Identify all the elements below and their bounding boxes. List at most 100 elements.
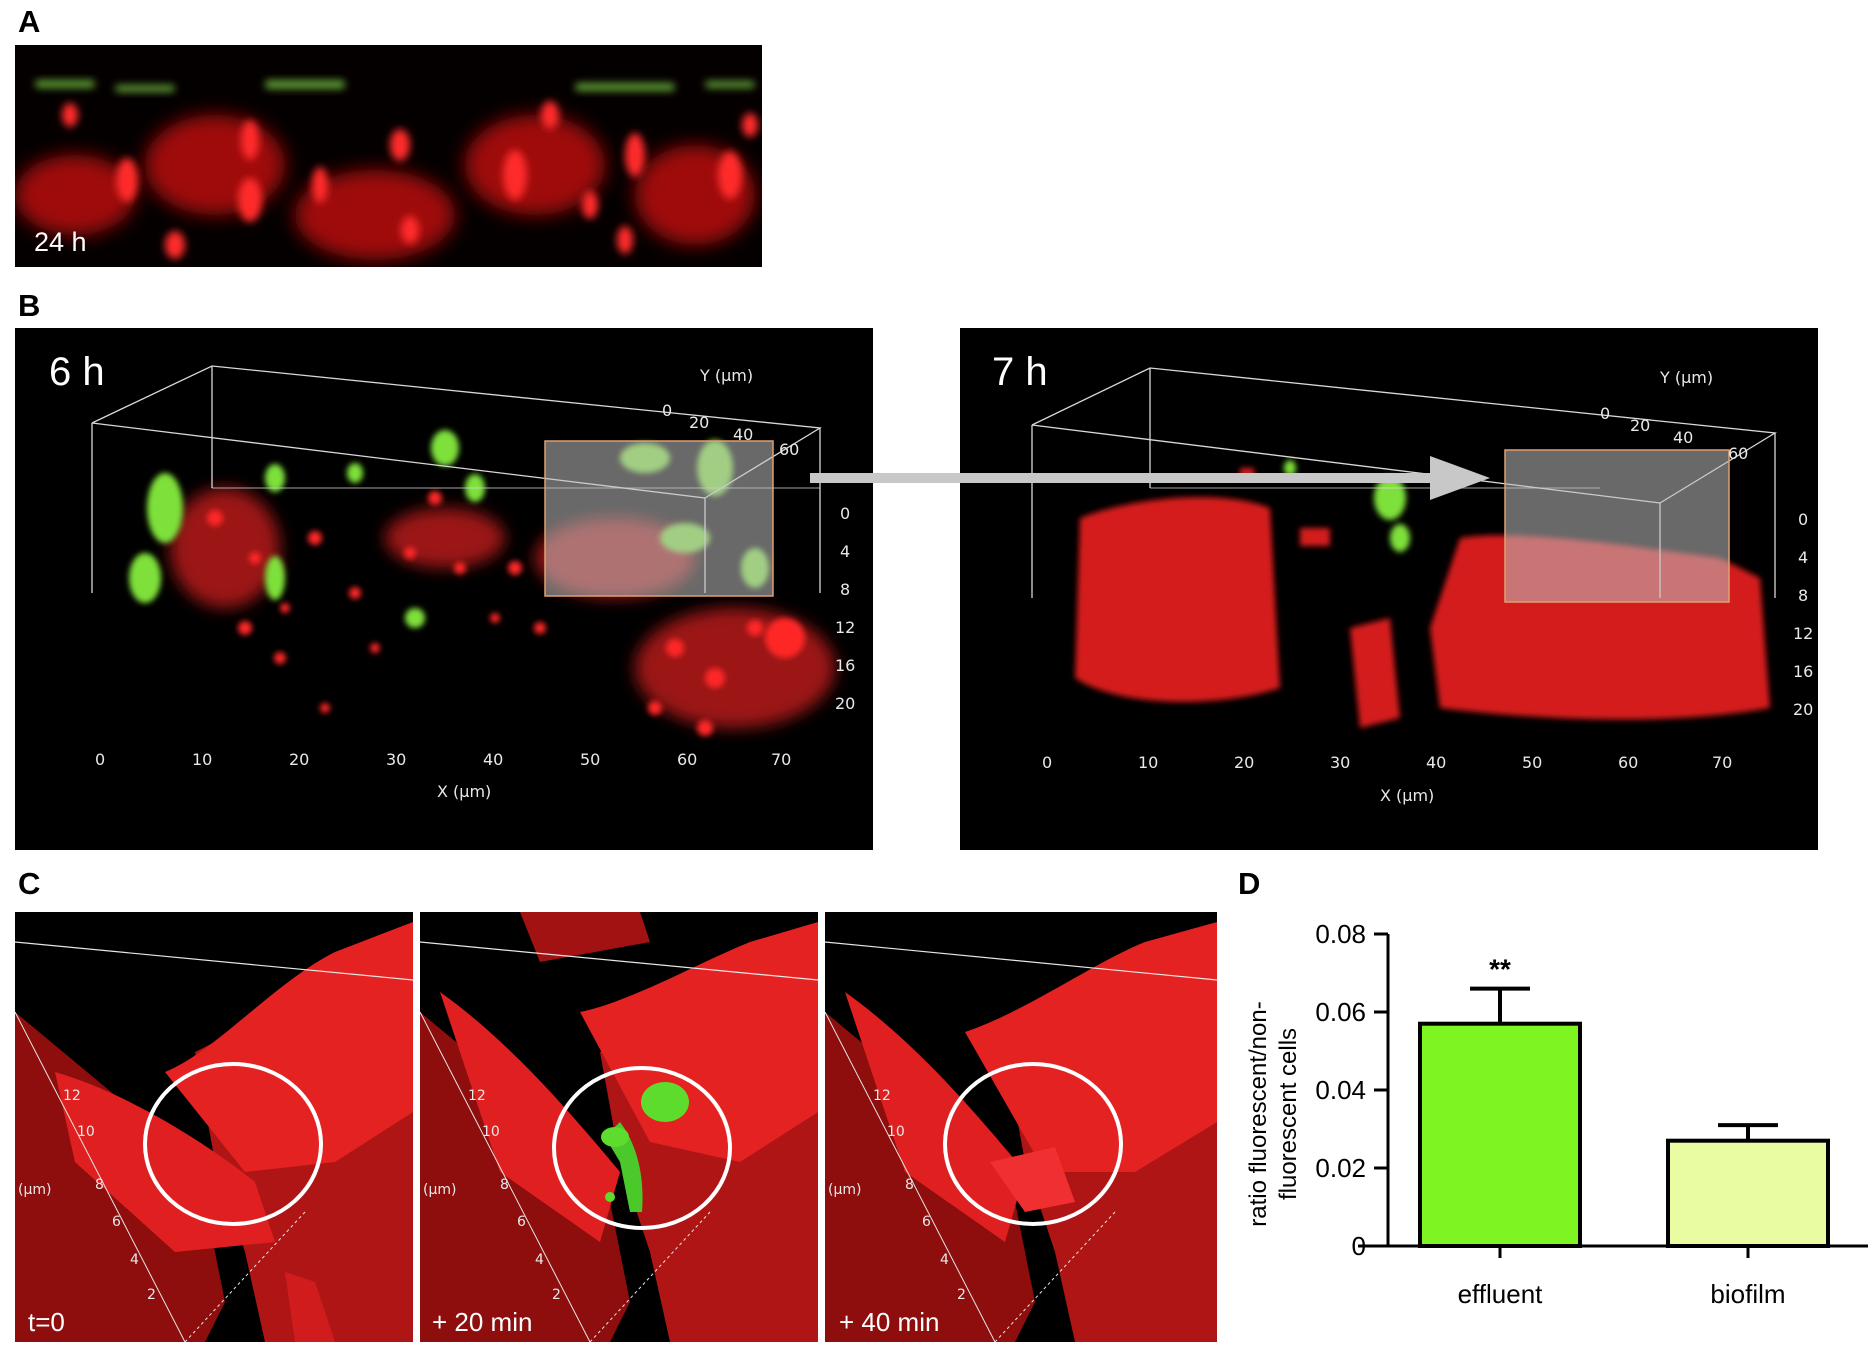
y-tick-label: 0.06 — [1315, 997, 1366, 1027]
x-tick: 0 — [1042, 753, 1053, 772]
axis-tick: 12 — [468, 1088, 486, 1104]
panel-c-axis-unit: (µm) — [18, 1182, 52, 1198]
panel-c-frame-3-time: + 40 min — [839, 1307, 940, 1337]
significance-marker: ** — [1489, 954, 1511, 985]
y-axis-title-line-2: fluorescent cells — [1275, 1028, 1302, 1200]
x-tick: 30 — [386, 750, 407, 769]
bars: ** — [1418, 954, 1830, 1249]
x-tick: 40 — [1426, 753, 1447, 772]
axes: 0 0.02 0.04 0.06 0.08 effluent biofilm — [1315, 919, 1868, 1309]
axis-tick: 8 — [500, 1177, 509, 1193]
panel-b-left-render — [91, 365, 835, 736]
axis-tick: 4 — [535, 1252, 544, 1268]
axis-tick: 2 — [957, 1287, 966, 1303]
x-tick: 60 — [677, 750, 698, 769]
panel-c-axis-unit: (µm) — [828, 1182, 862, 1198]
panel-b-right-time-label: 7 h — [992, 350, 1048, 394]
panel-d-label: D — [1238, 866, 1261, 901]
panel-b-label: B — [18, 288, 41, 323]
z-tick: 12 — [1793, 624, 1814, 643]
panel-b-right-image: 7 h Y (µm) X (µm) 0 10 20 30 40 50 60 70… — [960, 328, 1818, 850]
axis-tick: 4 — [940, 1252, 949, 1268]
y-tick-label: 0.04 — [1315, 1075, 1366, 1105]
x-tick: 50 — [1522, 753, 1543, 772]
y-tick: 0 — [1600, 404, 1611, 423]
panel-c-frame-2-time: + 20 min — [432, 1307, 533, 1337]
panel-a-image: 24 h — [15, 45, 762, 267]
panel-c-frame-3: + 40 min (µm) 12 10 8 6 4 2 — [825, 912, 1217, 1342]
axis-tick: 10 — [482, 1124, 500, 1140]
axis-tick: 12 — [873, 1088, 891, 1104]
y-tick-label: 0.02 — [1315, 1153, 1366, 1183]
x-tick: 20 — [289, 750, 310, 769]
x-tick: 0 — [95, 750, 106, 769]
panel-c-frame-1-time: t=0 — [28, 1307, 65, 1337]
y-tick: 0 — [662, 401, 673, 420]
z-tick: 0 — [1798, 510, 1809, 529]
axis-tick: 6 — [517, 1214, 526, 1230]
x-tick: 10 — [192, 750, 213, 769]
panel-b-left-x-axis-title: X (µm) — [437, 782, 492, 801]
panel-c-axis-unit: (µm) — [423, 1182, 457, 1198]
panel-d-bar-chart: ratio fluorescent/non- fluorescent cells… — [1245, 919, 1868, 1309]
axis-tick: 8 — [95, 1177, 104, 1193]
panel-b-left-time-label: 6 h — [49, 350, 105, 394]
panel-c-frame-3-render — [825, 922, 1217, 1342]
x-tick: 70 — [1712, 753, 1733, 772]
z-tick: 0 — [840, 504, 851, 523]
panel-b-left-y-axis-title: Y (µm) — [700, 366, 754, 385]
z-tick: 20 — [835, 694, 856, 713]
panel-c-frame-2-render — [420, 912, 818, 1342]
x-tick-label-effluent: effluent — [1458, 1279, 1544, 1309]
y-tick-label: 0.08 — [1315, 919, 1366, 949]
panel-b-right-y-axis-title: Y (µm) — [1660, 368, 1714, 387]
panel-a-micrograph — [15, 45, 762, 267]
z-tick: 20 — [1793, 700, 1814, 719]
y-tick: 40 — [1673, 428, 1694, 447]
panel-b-transition-arrow — [810, 456, 1490, 500]
panel-b-left-image: 6 h Y (µm) X (µm) 0 10 20 30 40 50 60 70… — [15, 328, 873, 850]
y-axis-title-line-1: ratio fluorescent/non- — [1245, 1001, 1272, 1226]
y-tick: 40 — [733, 425, 754, 444]
axis-tick: 10 — [77, 1124, 95, 1140]
z-tick: 8 — [1798, 586, 1809, 605]
x-tick: 40 — [483, 750, 504, 769]
axis-tick: 6 — [112, 1214, 121, 1230]
axis-tick: 2 — [552, 1287, 561, 1303]
panel-c-frame-1-render — [15, 922, 413, 1342]
panel-c-frame-2: + 20 min (µm) 12 10 8 6 4 2 — [420, 912, 818, 1342]
panel-a-label: A — [18, 4, 41, 39]
x-tick: 70 — [771, 750, 792, 769]
axis-tick: 2 — [147, 1287, 156, 1303]
z-tick: 12 — [835, 618, 856, 637]
y-tick: 60 — [779, 440, 800, 459]
axis-tick: 4 — [130, 1252, 139, 1268]
y-tick-label: 0 — [1352, 1231, 1366, 1261]
x-tick: 20 — [1234, 753, 1255, 772]
z-tick: 16 — [835, 656, 856, 675]
x-tick: 30 — [1330, 753, 1351, 772]
y-axis-title: ratio fluorescent/non- fluorescent cells — [1245, 1001, 1302, 1226]
y-tick: 60 — [1728, 444, 1749, 463]
bar-effluent — [1418, 1021, 1582, 1248]
bar-biofilm — [1666, 1138, 1830, 1249]
z-tick: 8 — [840, 580, 851, 599]
panel-a-time-label: 24 h — [34, 227, 87, 257]
panel-c-frame-1: t=0 (µm) 12 10 8 6 4 2 — [15, 912, 413, 1342]
axis-tick: 10 — [887, 1124, 905, 1140]
z-tick: 4 — [1798, 548, 1809, 567]
panel-b-right-x-axis-title: X (µm) — [1380, 786, 1435, 805]
axis-tick: 12 — [63, 1088, 81, 1104]
x-tick: 60 — [1618, 753, 1639, 772]
y-tick: 20 — [1630, 416, 1651, 435]
x-tick-label-biofilm: biofilm — [1710, 1279, 1785, 1309]
z-tick: 4 — [840, 542, 851, 561]
y-tick: 20 — [689, 413, 710, 432]
panel-c-label: C — [18, 866, 41, 901]
axis-tick: 8 — [905, 1177, 914, 1193]
axis-tick: 6 — [922, 1214, 931, 1230]
x-tick: 10 — [1138, 753, 1159, 772]
panel-b-right-render — [1031, 367, 1777, 728]
z-tick: 16 — [1793, 662, 1814, 681]
x-tick: 50 — [580, 750, 601, 769]
